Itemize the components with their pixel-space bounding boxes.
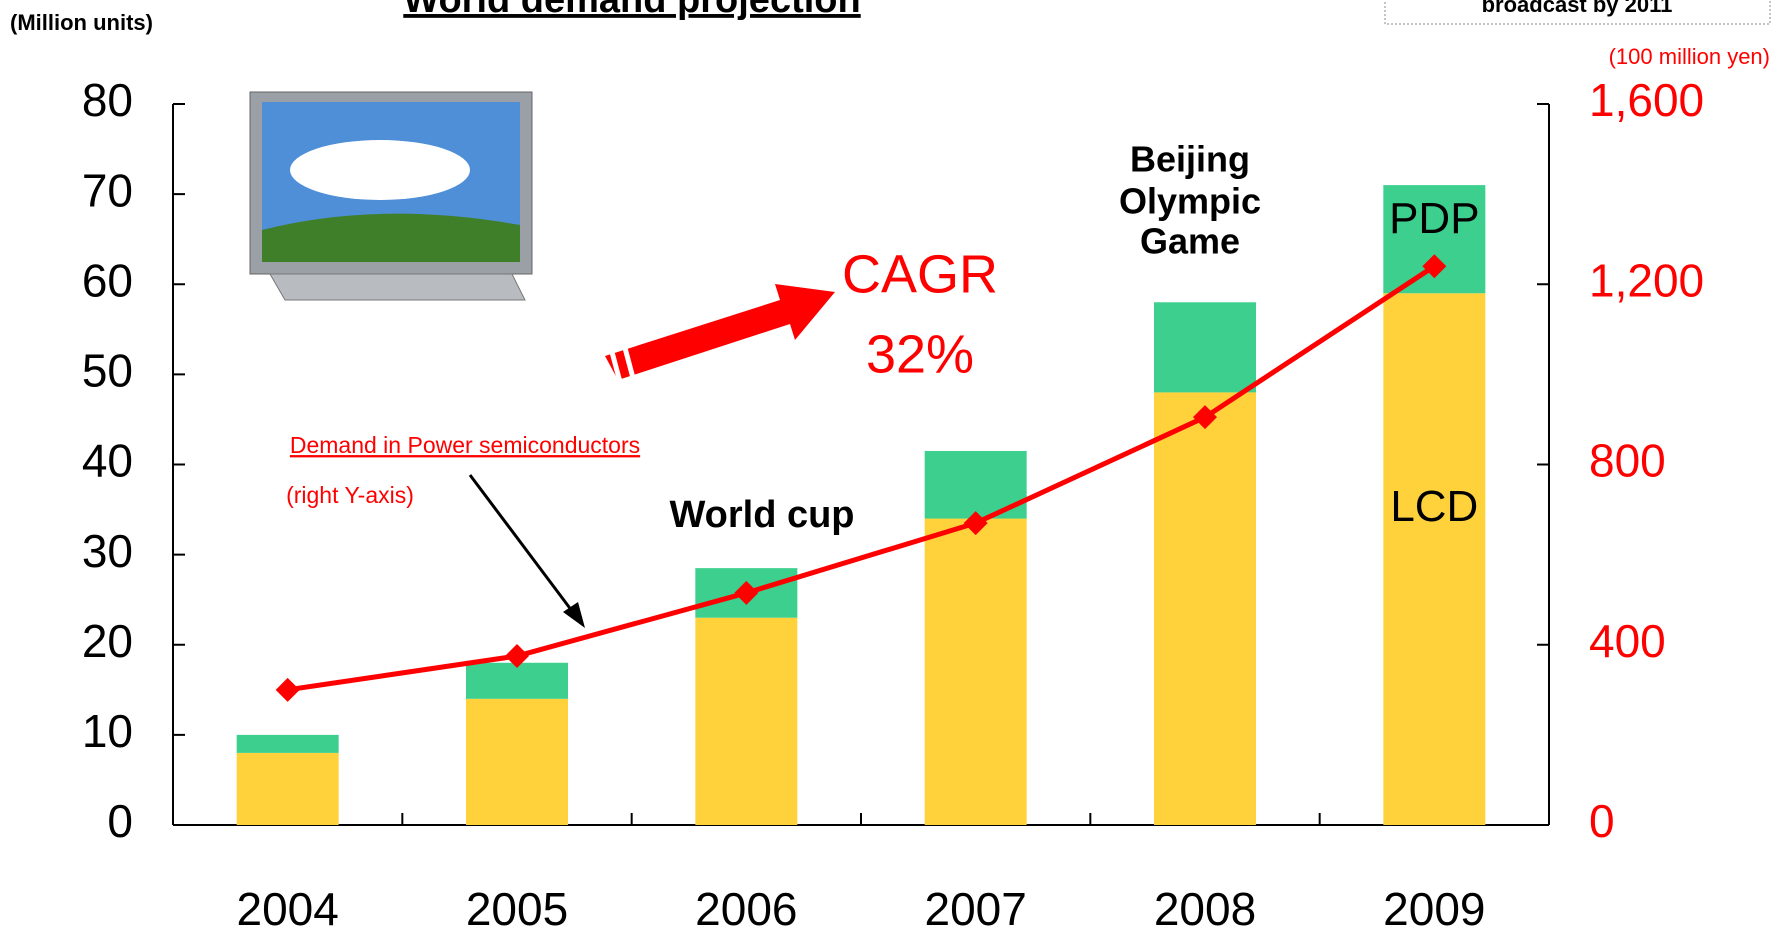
cagr-arrow [605, 284, 835, 380]
beijing-1: Beijing [1130, 139, 1250, 180]
bar-segment [466, 662, 568, 699]
y-tick-label: 10 [82, 705, 133, 757]
pointer-head [563, 602, 585, 628]
series-label-lcd: LCD [1390, 482, 1478, 531]
y2-tick-label: 400 [1589, 615, 1666, 667]
bar-segment [236, 752, 339, 825]
beijing-2: Olympic [1119, 181, 1261, 222]
bar-segment [924, 518, 1027, 825]
note-pointer [468, 474, 577, 616]
x-tick-label: 2008 [1154, 883, 1256, 935]
line-marker [1193, 405, 1217, 430]
note-text: broadcast by 2011 [1482, 0, 1673, 17]
line-note-sub: (right Y-axis) [286, 482, 414, 508]
y-tick-label: 60 [82, 254, 133, 306]
bar-segment [466, 698, 568, 825]
series-label-pdp: PDP [1389, 194, 1479, 243]
y-tick-label: 0 [107, 795, 133, 847]
y2-tick-label: 1,200 [1589, 254, 1704, 306]
arrow-stripes [609, 347, 636, 383]
bar-segment [695, 617, 798, 825]
x-tick-label: 2009 [1383, 883, 1485, 935]
y-tick-label: 70 [82, 164, 133, 216]
beijing-3: Game [1140, 221, 1240, 262]
y-tick-label: 30 [82, 525, 133, 577]
line-marker [505, 644, 529, 669]
world-cup: World cup [669, 494, 854, 536]
bar-segment [236, 734, 339, 753]
y-tick-label: 50 [82, 345, 133, 397]
y2-tick-label: 1,600 [1589, 74, 1704, 126]
line-marker [1422, 254, 1447, 279]
line-marker [963, 511, 988, 536]
y2-tick-label: 800 [1589, 435, 1666, 487]
y2-tick-label: 0 [1589, 795, 1615, 847]
note-box [1384, 0, 1771, 25]
y-tick-label: 80 [82, 74, 133, 126]
line-series [287, 264, 1436, 693]
y-tick-label: 40 [82, 435, 133, 487]
cagr-value: 32% [866, 324, 974, 384]
chart-title: World demand projection [403, 0, 860, 21]
tv-illustration [249, 91, 533, 301]
x-tick-label: 2006 [695, 883, 797, 935]
y-tick-label: 20 [82, 615, 133, 667]
bar-segment [1154, 302, 1256, 393]
x-tick-label: 2005 [466, 883, 568, 935]
x-tick-label: 2004 [236, 883, 338, 935]
line-marker [275, 677, 300, 702]
line-marker [734, 580, 759, 605]
x-tick-label: 2007 [924, 883, 1026, 935]
bar-segment [1383, 293, 1486, 825]
bar-segment [1154, 392, 1256, 825]
y2-unit: (100 million yen) [1609, 44, 1770, 69]
y-unit: (Million units) [10, 10, 153, 35]
line-note: Demand in Power semiconductors [290, 432, 640, 458]
cagr-label: CAGR [842, 244, 998, 304]
